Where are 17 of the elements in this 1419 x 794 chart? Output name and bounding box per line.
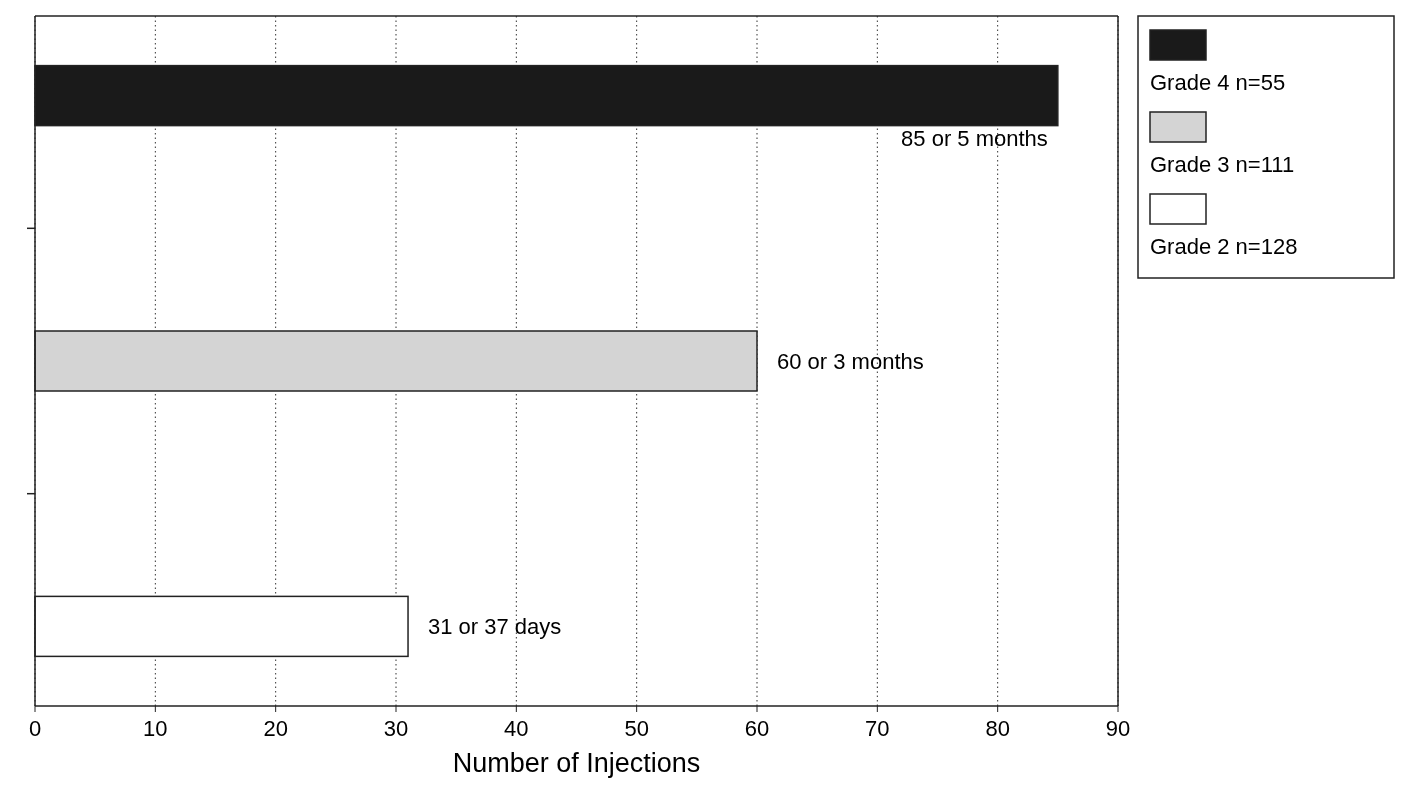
- x-tick-label: 90: [1105, 716, 1131, 741]
- x-axis-title: Number of Injections: [452, 748, 701, 778]
- data-label: 31 or 37 days: [428, 614, 562, 640]
- legend-label: Grade 4 n=55: [1150, 70, 1286, 95]
- x-tick-label: 10: [143, 716, 168, 741]
- x-tick-label: 0: [28, 716, 42, 741]
- x-tick-label: 20: [263, 716, 288, 741]
- x-tick-label: 30: [383, 716, 409, 741]
- x-tick-label: 60: [744, 716, 770, 741]
- legend-label: Grade 2 n=128: [1150, 234, 1298, 259]
- data-label: 85 or 5 months: [901, 125, 1048, 151]
- x-tick-label: 50: [624, 716, 649, 741]
- x-tick-label: 70: [865, 716, 890, 741]
- x-tick-label: 80: [985, 716, 1010, 741]
- data-label: 60 or 3 months: [777, 349, 924, 374]
- legend-label: Grade 3 n=111: [1150, 152, 1295, 177]
- x-tick-label: 40: [504, 716, 529, 741]
